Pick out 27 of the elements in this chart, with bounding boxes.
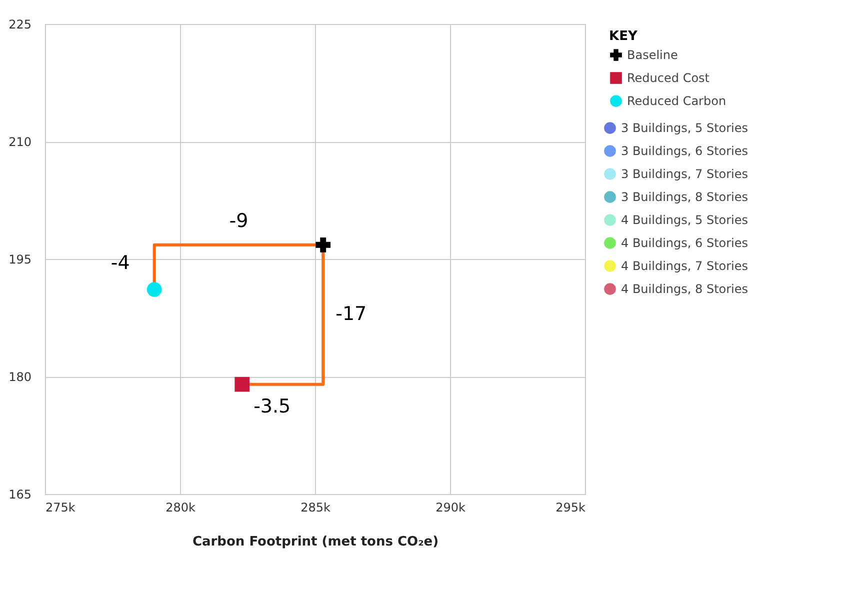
x-tick-label: 280k	[166, 500, 196, 514]
x-tick-label: 290k	[436, 500, 466, 514]
legend-label: 4 Buildings, 6 Stories	[621, 236, 748, 250]
legend-label: Baseline	[627, 48, 678, 62]
legend-label: 4 Buildings, 7 Stories	[621, 259, 748, 273]
y-tick-label: 165	[8, 488, 32, 502]
legend-label: 4 Buildings, 5 Stories	[621, 213, 748, 227]
legend-label: Reduced Cost	[627, 71, 710, 85]
x-axis-title: Carbon Footprint (met tons CO₂e)	[192, 534, 439, 550]
annotation: -9	[229, 210, 248, 232]
y-tick-label: 180	[8, 370, 32, 384]
legend-title: KEY	[609, 29, 638, 44]
legend-label: 3 Buildings, 7 Stories	[621, 167, 748, 181]
legend-label: 4 Buildings, 8 Stories	[621, 282, 748, 296]
annotation: -4	[110, 252, 130, 274]
y-tick-label: 210	[8, 135, 32, 149]
annotation: -3.5	[254, 395, 291, 418]
y-tick-label: 225	[8, 18, 32, 32]
legend-label: 3 Buildings, 6 Stories	[621, 144, 748, 158]
x-tick-label: 275k	[46, 500, 76, 514]
y-tick-label: 195	[8, 252, 32, 266]
annotation: -17	[336, 302, 367, 325]
legend-label: 3 Buildings, 8 Stories	[621, 190, 748, 204]
x-tick-label: 295k	[556, 500, 586, 514]
x-tick-label: 285k	[300, 500, 330, 514]
legend-label: 3 Buildings, 5 Stories	[621, 121, 748, 135]
legend-label: Reduced Carbon	[627, 94, 726, 108]
